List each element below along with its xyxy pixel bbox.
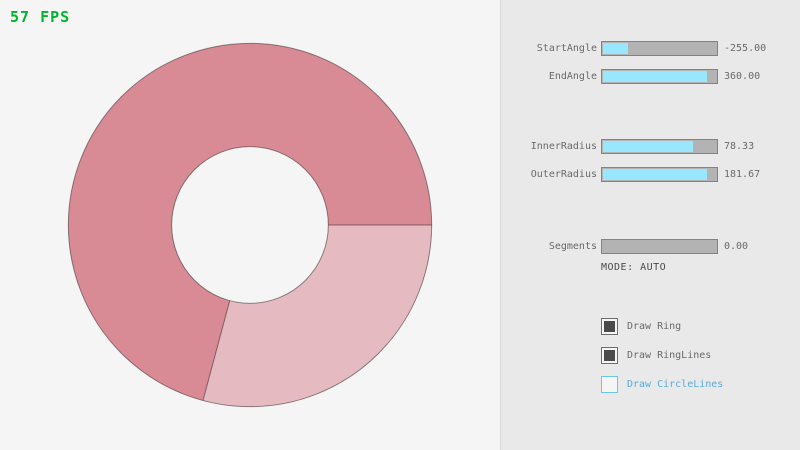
draw-circlelines-checkbox-row: Draw CircleLines xyxy=(601,376,723,394)
checkbox-label: Draw RingLines xyxy=(627,350,712,361)
slider-value: 0.00 xyxy=(724,241,749,252)
draw-ring-checkbox-row: Draw Ring xyxy=(601,318,681,336)
slider-value: 181.67 xyxy=(724,169,761,180)
fps-counter: 57 FPS xyxy=(10,8,71,26)
endangle-slider[interactable] xyxy=(601,69,718,84)
endangle-slider-row: EndAngle 360.00 xyxy=(501,69,800,84)
slider-label: InnerRadius xyxy=(530,141,597,152)
slider-value: 78.33 xyxy=(724,141,755,152)
innerradius-slider-row: InnerRadius 78.33 xyxy=(501,139,800,154)
outerradius-slider[interactable] xyxy=(601,167,718,182)
slider-label: StartAngle xyxy=(536,43,597,54)
checkbox-label: Draw Ring xyxy=(627,321,682,332)
draw-ringlines-checkbox-row: Draw RingLines xyxy=(601,347,711,365)
slider-fill xyxy=(603,141,694,152)
checkbox-label: Draw CircleLines xyxy=(627,379,724,390)
segments-slider-row: Segments 0.00 xyxy=(501,239,800,254)
draw-ring-checkbox[interactable] xyxy=(601,318,618,335)
render-canvas: 57 FPS xyxy=(10,8,433,408)
ring-outlines xyxy=(67,42,433,408)
slider-value: 360.00 xyxy=(724,71,761,82)
controls-panel: StartAngle -255.00 EndAngle 360.00 InnerRadi… xyxy=(500,0,800,450)
startangle-slider-row: StartAngle -255.00 xyxy=(501,41,800,56)
checkbox-check-mark xyxy=(604,350,615,361)
ring-chart xyxy=(67,42,433,408)
slider-fill xyxy=(603,43,628,54)
slider-label: OuterRadius xyxy=(530,169,597,180)
slider-fill xyxy=(603,169,708,180)
ring-hole xyxy=(171,146,329,304)
slider-value: -255.00 xyxy=(724,43,767,54)
startangle-slider[interactable] xyxy=(601,41,718,56)
checkbox-check-mark xyxy=(604,321,615,332)
segments-mode-label: MODE: AUTO xyxy=(601,262,667,273)
draw-ringlines-checkbox[interactable] xyxy=(601,347,618,364)
slider-label: Segments xyxy=(548,241,597,252)
innerradius-slider[interactable] xyxy=(601,139,718,154)
slider-fill xyxy=(603,71,707,82)
outerradius-slider-row: OuterRadius 181.67 xyxy=(501,167,800,182)
draw-circlelines-checkbox[interactable] xyxy=(601,376,618,393)
slider-label: EndAngle xyxy=(548,71,597,82)
segments-slider[interactable] xyxy=(601,239,718,254)
